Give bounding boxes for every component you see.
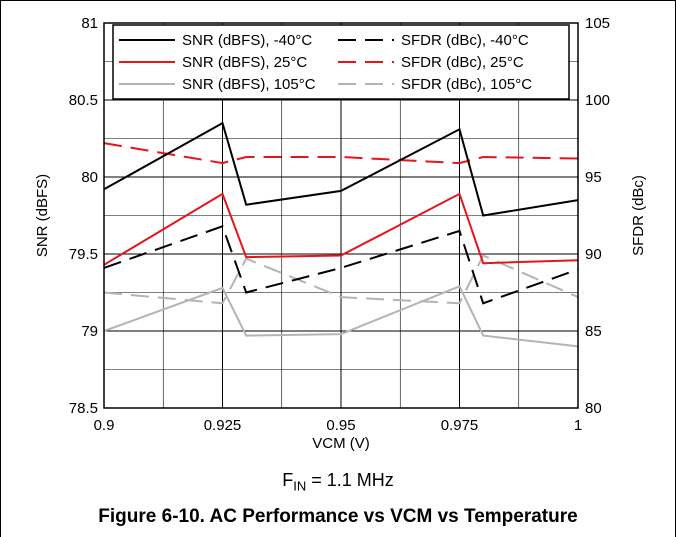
legend-label-0: SNR (dBFS), -40°C <box>182 32 312 49</box>
series-line-1 <box>103 225 579 305</box>
y-left-tick-label: 80 <box>81 169 98 186</box>
plot-area-border <box>103 22 579 409</box>
series-line-0 <box>103 121 579 217</box>
note-subscript: IN <box>293 478 307 494</box>
y-right-tick-label: 105 <box>585 15 610 32</box>
y-left-tick-label: 79 <box>81 323 98 340</box>
x-tick-label: 0.9 <box>94 417 115 434</box>
x-tick-label: 1 <box>574 417 582 434</box>
legend-label-3: SFDR (dBc), 25°C <box>401 54 524 71</box>
frame-top <box>0 0 676 1</box>
series-line-2 <box>103 192 579 266</box>
y-left-tick-label: 78.5 <box>69 400 98 417</box>
y-axis-right-title: SFDR (dBc) <box>630 175 647 256</box>
x-tick-label: 0.95 <box>326 417 355 434</box>
x-tick-label: 0.925 <box>204 417 242 434</box>
y-right-tick-label: 80 <box>585 400 602 417</box>
y-right-tick-label: 90 <box>585 246 602 263</box>
figure-caption: Figure 6-10. AC Performance vs VCM vs Te… <box>98 506 578 527</box>
chart: 0.9 0.925 0.95 0.975 1 78.5 79 79.5 80 80.5 81 80 85… <box>34 15 647 452</box>
x-axis-title: VCM (V) <box>312 435 370 452</box>
tick-labels: 0.9 0.925 0.95 0.975 1 78.5 79 79.5 80 80.5 81 80 85… <box>69 15 610 434</box>
legend-label-5: SFDR (dBc), 105°C <box>401 76 532 93</box>
legend-label-2: SNR (dBFS), 25°C <box>182 54 307 71</box>
series-layer <box>103 121 579 348</box>
legend: SNR (dBFS), -40°C SFDR (dBc), -40°C SNR (d… <box>112 24 570 100</box>
y-right-tick-label: 85 <box>585 323 602 340</box>
series-line-5 <box>103 254 579 305</box>
y-right-tick-label: 100 <box>585 92 610 109</box>
y-axis-left-title: SNR (dBFS) <box>34 174 51 257</box>
frame-left <box>0 0 1 537</box>
x-tick-label: 0.975 <box>441 417 479 434</box>
y-left-tick-label: 80.5 <box>69 92 98 109</box>
legend-label-4: SNR (dBFS), 105°C <box>182 76 316 93</box>
series-line-3 <box>103 142 579 165</box>
y-left-tick-label: 81 <box>81 15 98 32</box>
y-right-tick-label: 95 <box>585 169 602 186</box>
series-line-4 <box>103 285 579 348</box>
y-left-tick-label: 79.5 <box>69 246 98 263</box>
note-prefix: F <box>282 470 294 490</box>
legend-label-1: SFDR (dBc), -40°C <box>401 32 529 49</box>
input-frequency-note: FIN = 1.1 MHz <box>0 470 676 494</box>
note-suffix: = 1.1 MHz <box>306 470 394 490</box>
